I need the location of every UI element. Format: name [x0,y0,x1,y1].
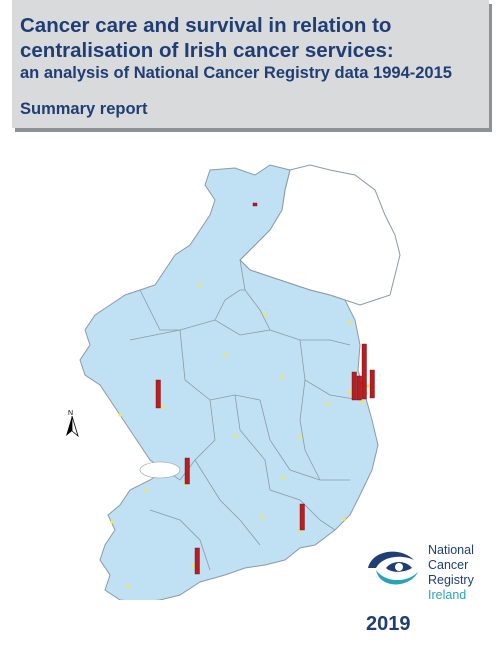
north-arrow-icon [66,415,79,438]
volume-bar [361,343,367,400]
volume-bar [184,457,190,485]
shannon-estuary [139,461,181,479]
subtitle: an analysis of National Cancer Registry … [20,64,452,82]
republic-of-ireland-land [79,164,379,600]
report-type: Summary report [20,100,148,118]
logo-text-ireland: Ireland [428,588,467,602]
north-label: N [68,410,74,417]
logo-text-cancer: Cancer [428,558,469,572]
title-line-2: centralisation of Irish cancer services: [20,39,394,62]
logo-text-national: National [428,543,474,557]
ncri-logo [368,551,418,585]
volume-bar [155,379,161,409]
volume-bar [369,369,375,399]
county-borders [129,259,361,571]
ireland-map [79,164,401,600]
title-line-1: Cancer care and survival in relation to [20,14,392,37]
volume-bar [194,547,200,575]
volume-bar [252,202,258,207]
volume-bar [356,375,362,401]
volume-bar [299,503,305,531]
volume-bar [351,371,357,401]
publication-year: 2019 [366,613,411,635]
title-box [12,0,489,128]
volume-bars [155,202,375,575]
logo-text-registry: Registry [428,573,474,587]
